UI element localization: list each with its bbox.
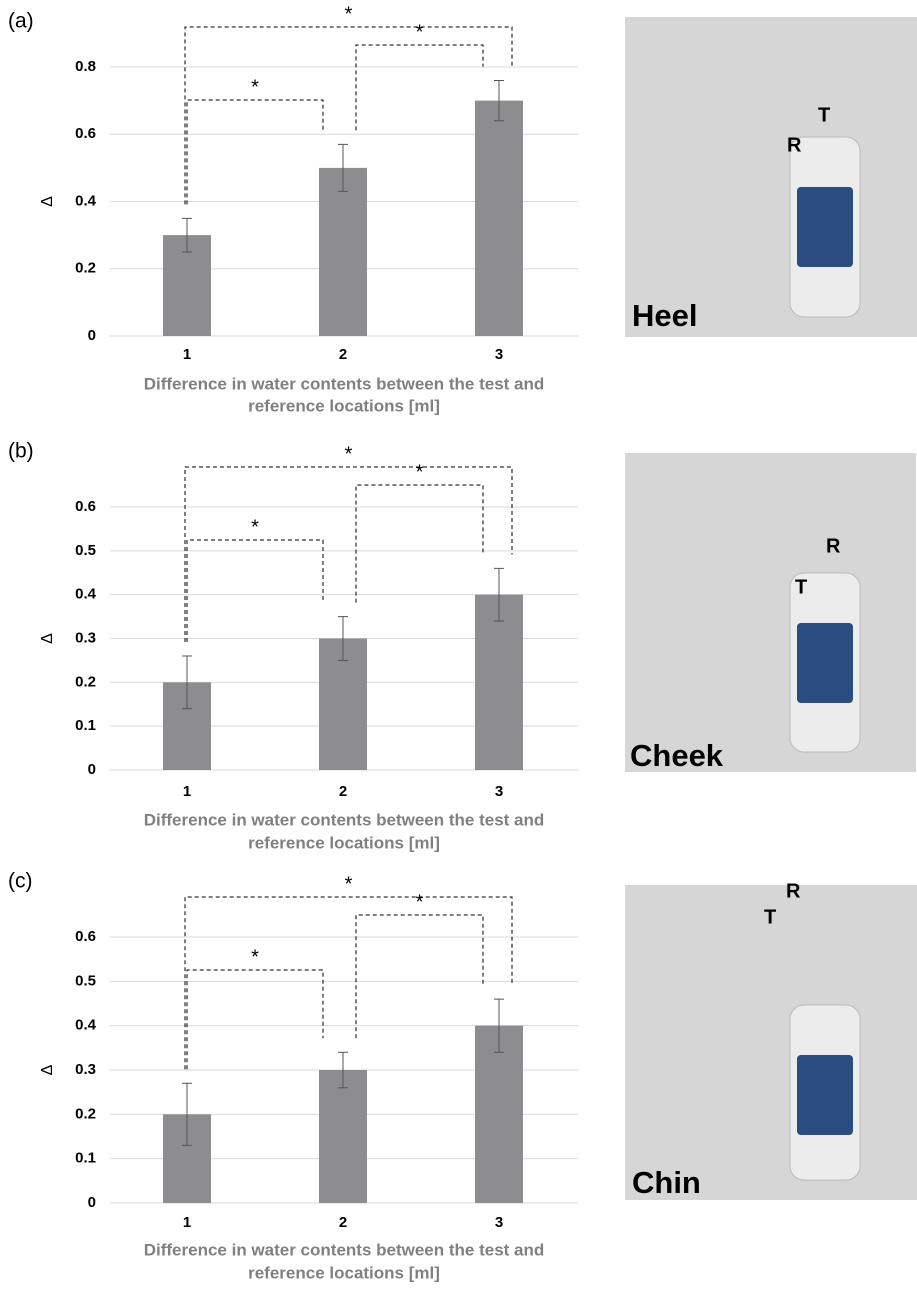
x-tick-label: 1 xyxy=(183,783,191,800)
photo-marker: R xyxy=(826,535,841,557)
x-tick-label: 2 xyxy=(339,783,347,800)
x-axis-label: Difference in water contents between the… xyxy=(144,374,545,393)
photo-label: Cheek xyxy=(630,738,724,773)
y-tick-label: 0.3 xyxy=(75,1061,96,1078)
photo-marker: T xyxy=(764,906,776,928)
significance-label: * xyxy=(416,21,424,43)
photo-marker: R xyxy=(787,134,802,156)
y-tick-label: 0.4 xyxy=(75,1017,97,1034)
photo-marker: T xyxy=(818,104,830,126)
significance-bracket xyxy=(187,100,323,204)
x-tick-label: 3 xyxy=(495,783,503,800)
y-tick-label: 0.2 xyxy=(75,673,96,690)
significance-label: * xyxy=(251,516,259,538)
y-tick-label: 0.4 xyxy=(75,192,97,209)
photo-marker: R xyxy=(786,880,801,902)
photo-label: Chin xyxy=(632,1165,701,1200)
y-tick-label: 0 xyxy=(88,327,96,344)
significance-label: * xyxy=(345,873,353,895)
photo xyxy=(625,17,917,337)
y-axis-label: Δ xyxy=(39,633,56,644)
device-screen xyxy=(797,623,853,703)
significance-bracket xyxy=(356,45,483,130)
y-axis-label: Δ xyxy=(39,196,56,207)
y-tick-label: 0.6 xyxy=(75,928,96,945)
panel-label: (a) xyxy=(8,10,34,33)
y-tick-label: 0.1 xyxy=(75,1150,96,1167)
photo-marker: T xyxy=(795,576,807,598)
y-tick-label: 0.2 xyxy=(75,260,96,277)
bar xyxy=(319,1070,367,1203)
photo xyxy=(625,453,916,772)
x-axis-label: reference locations [ml] xyxy=(248,833,440,852)
panel-label: (b) xyxy=(8,440,34,463)
significance-label: * xyxy=(416,461,424,483)
figure: (a) Δ 0 0.2 0.4 0.6 0.8 1 2 3 Difference in water … xyxy=(0,0,917,1291)
significance-bracket xyxy=(185,467,512,642)
y-tick-label: 0 xyxy=(88,1194,96,1211)
significance-bracket xyxy=(356,915,483,1038)
x-axis-label: Difference in water contents between the… xyxy=(144,1240,545,1259)
y-tick-label: 0.2 xyxy=(75,1105,96,1122)
photo-label: Heel xyxy=(632,298,697,333)
x-tick-label: 1 xyxy=(183,1214,191,1231)
significance-bracket xyxy=(187,970,323,1069)
x-tick-label: 2 xyxy=(339,346,347,363)
x-tick-label: 3 xyxy=(495,1214,503,1231)
y-tick-label: 0.1 xyxy=(75,717,96,734)
photo xyxy=(625,885,917,1200)
x-tick-label: 3 xyxy=(495,346,503,363)
y-tick-label: 0.6 xyxy=(75,125,96,142)
y-tick-label: 0.5 xyxy=(75,972,96,989)
significance-label: * xyxy=(345,443,353,465)
y-tick-label: 0 xyxy=(88,761,96,778)
bar xyxy=(319,168,367,336)
panel-label: (c) xyxy=(8,870,33,893)
significance-label: * xyxy=(345,3,353,25)
significance-bracket xyxy=(187,540,323,642)
y-tick-label: 0.6 xyxy=(75,498,96,515)
x-tick-label: 1 xyxy=(183,346,191,363)
significance-bracket xyxy=(185,897,512,1069)
y-tick-label: 0.3 xyxy=(75,629,96,646)
y-axis-label: Δ xyxy=(39,1064,56,1075)
x-axis-label: reference locations [ml] xyxy=(248,1263,440,1282)
x-axis-label: Difference in water contents between the… xyxy=(144,810,545,829)
significance-bracket xyxy=(356,485,483,603)
x-tick-label: 2 xyxy=(339,1214,347,1231)
significance-label: * xyxy=(416,891,424,913)
significance-label: * xyxy=(251,76,259,98)
significance-label: * xyxy=(251,946,259,968)
bar xyxy=(475,101,523,336)
y-tick-label: 0.5 xyxy=(75,542,96,559)
y-tick-label: 0.4 xyxy=(75,586,97,603)
device-screen xyxy=(797,1055,853,1135)
device-screen xyxy=(797,187,853,267)
y-tick-label: 0.8 xyxy=(75,58,96,75)
x-axis-label: reference locations [ml] xyxy=(248,396,440,415)
